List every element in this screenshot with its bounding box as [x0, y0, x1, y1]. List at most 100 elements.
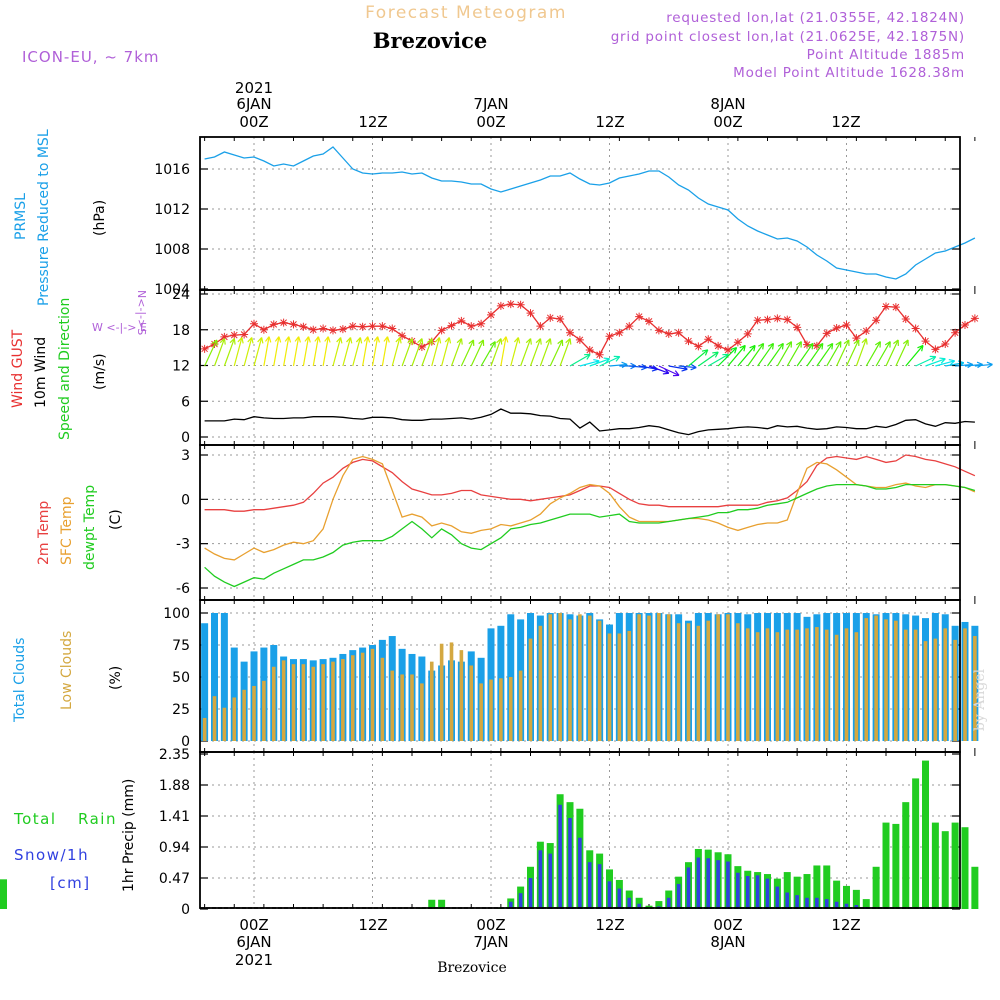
wind-arrowhead: [874, 341, 881, 348]
wind-arrow: [806, 343, 824, 367]
bar-secondary: [696, 625, 701, 741]
gust-marker: [319, 324, 328, 333]
gust-marker: [872, 316, 881, 325]
bar-secondary: [676, 883, 681, 909]
footer-location: Brezovice: [437, 960, 507, 976]
wind-arrow: [549, 339, 563, 367]
gust-marker: [230, 331, 239, 340]
wind-arrowhead: [613, 355, 621, 362]
bar-primary: [941, 831, 949, 909]
requested-coords: requested lon,lat (21.0355E, 42.1824N): [666, 10, 965, 26]
bar-secondary: [202, 717, 207, 741]
gust-marker: [970, 314, 979, 323]
gust-marker: [901, 315, 910, 324]
gust-marker: [921, 337, 930, 346]
bar-secondary: [963, 628, 967, 741]
gust-marker: [664, 329, 673, 338]
wind-arrow: [747, 343, 765, 367]
wind-arrow: [836, 339, 850, 367]
wind-arrowhead: [535, 338, 542, 345]
bar-primary: [230, 647, 238, 741]
credit-label: by Angel: [972, 668, 988, 731]
wind-arrowhead: [247, 337, 254, 344]
gust-marker: [388, 324, 397, 333]
wind-arrow: [579, 360, 600, 367]
wind-arrowhead: [853, 339, 860, 346]
wind-arrowhead: [395, 337, 402, 344]
bar-secondary: [528, 638, 533, 741]
wind-arrowhead: [786, 341, 793, 348]
wind-arrow: [233, 337, 243, 367]
bottom-tick-4: 12Z: [595, 916, 624, 934]
bar-secondary: [420, 683, 424, 741]
gust-marker: [566, 328, 574, 337]
bar-secondary: [716, 860, 720, 909]
wind-arrow: [717, 347, 737, 367]
wind-arrow: [322, 336, 329, 367]
bar-primary: [793, 876, 801, 909]
gust-marker: [743, 329, 752, 338]
wind-arrow: [935, 360, 955, 367]
wind-arrow: [204, 339, 218, 367]
gust-marker: [279, 318, 288, 327]
y-tick-label: 1.88: [159, 778, 190, 794]
bar-secondary: [548, 853, 553, 909]
wind-arrowhead: [690, 363, 697, 371]
bar-secondary: [775, 886, 780, 909]
wind-arrow: [698, 351, 719, 367]
bar-secondary: [271, 666, 276, 741]
series-line: [204, 454, 976, 512]
wind-arrowhead: [501, 336, 509, 343]
series-line: [204, 455, 976, 561]
bar-secondary: [834, 901, 839, 909]
gust-marker: [862, 326, 871, 335]
precip-snow-label: Snow/1h: [14, 846, 89, 864]
y-tick-label: 0: [181, 492, 190, 508]
wind-desc-label: Speed and Direction: [57, 298, 73, 440]
y-tick-label: 100: [163, 606, 190, 622]
bar-secondary: [824, 629, 829, 741]
gust-label: Wind GUST: [10, 329, 26, 408]
wind-arrow: [391, 337, 401, 367]
bar-primary: [438, 899, 446, 909]
bar-primary: [922, 760, 929, 909]
bar-primary: [843, 885, 850, 909]
wind-arrow: [490, 338, 502, 367]
wind-arrow: [352, 337, 361, 367]
wind-arrow: [332, 337, 342, 367]
gust-marker: [477, 319, 486, 328]
gust-marker: [240, 330, 249, 339]
wind-arrowhead: [434, 337, 442, 344]
gust-marker: [803, 340, 811, 349]
bar-secondary: [726, 861, 730, 909]
wind-arrowhead: [324, 336, 331, 343]
gust-marker: [832, 323, 841, 332]
wind-arrowhead: [294, 336, 302, 343]
wind-arrow: [609, 363, 628, 367]
gridpoint-coords: grid point closest lon,lat (21.0625E, 42…: [611, 29, 965, 45]
wind-arrow: [450, 338, 463, 367]
bar-secondary: [666, 614, 671, 741]
gust-marker: [595, 350, 604, 359]
bar-secondary: [696, 857, 701, 909]
wind-arrowhead: [468, 339, 475, 346]
y-tick-label: 12: [172, 359, 190, 375]
wind-arrow: [639, 365, 658, 370]
wind-arrow: [885, 339, 899, 367]
panel-4: 100 75 50 25 0: [163, 599, 979, 753]
gust-marker: [289, 320, 298, 329]
bar-secondary: [815, 897, 819, 909]
bar-secondary: [824, 899, 829, 909]
bar-secondary: [538, 850, 543, 909]
wind-arrowhead: [884, 341, 891, 348]
wind-arrowhead: [346, 337, 353, 344]
wind-arrow: [362, 336, 369, 367]
wind-arrowhead: [929, 355, 937, 362]
wind-arrow: [292, 336, 300, 367]
wind-arrowhead: [456, 338, 463, 345]
wind-arrow: [895, 339, 909, 367]
prmsl-unit-label: (hPa): [92, 200, 108, 236]
series-line: [204, 408, 975, 436]
bar-secondary: [311, 666, 316, 741]
wind-arrowhead: [314, 336, 321, 343]
